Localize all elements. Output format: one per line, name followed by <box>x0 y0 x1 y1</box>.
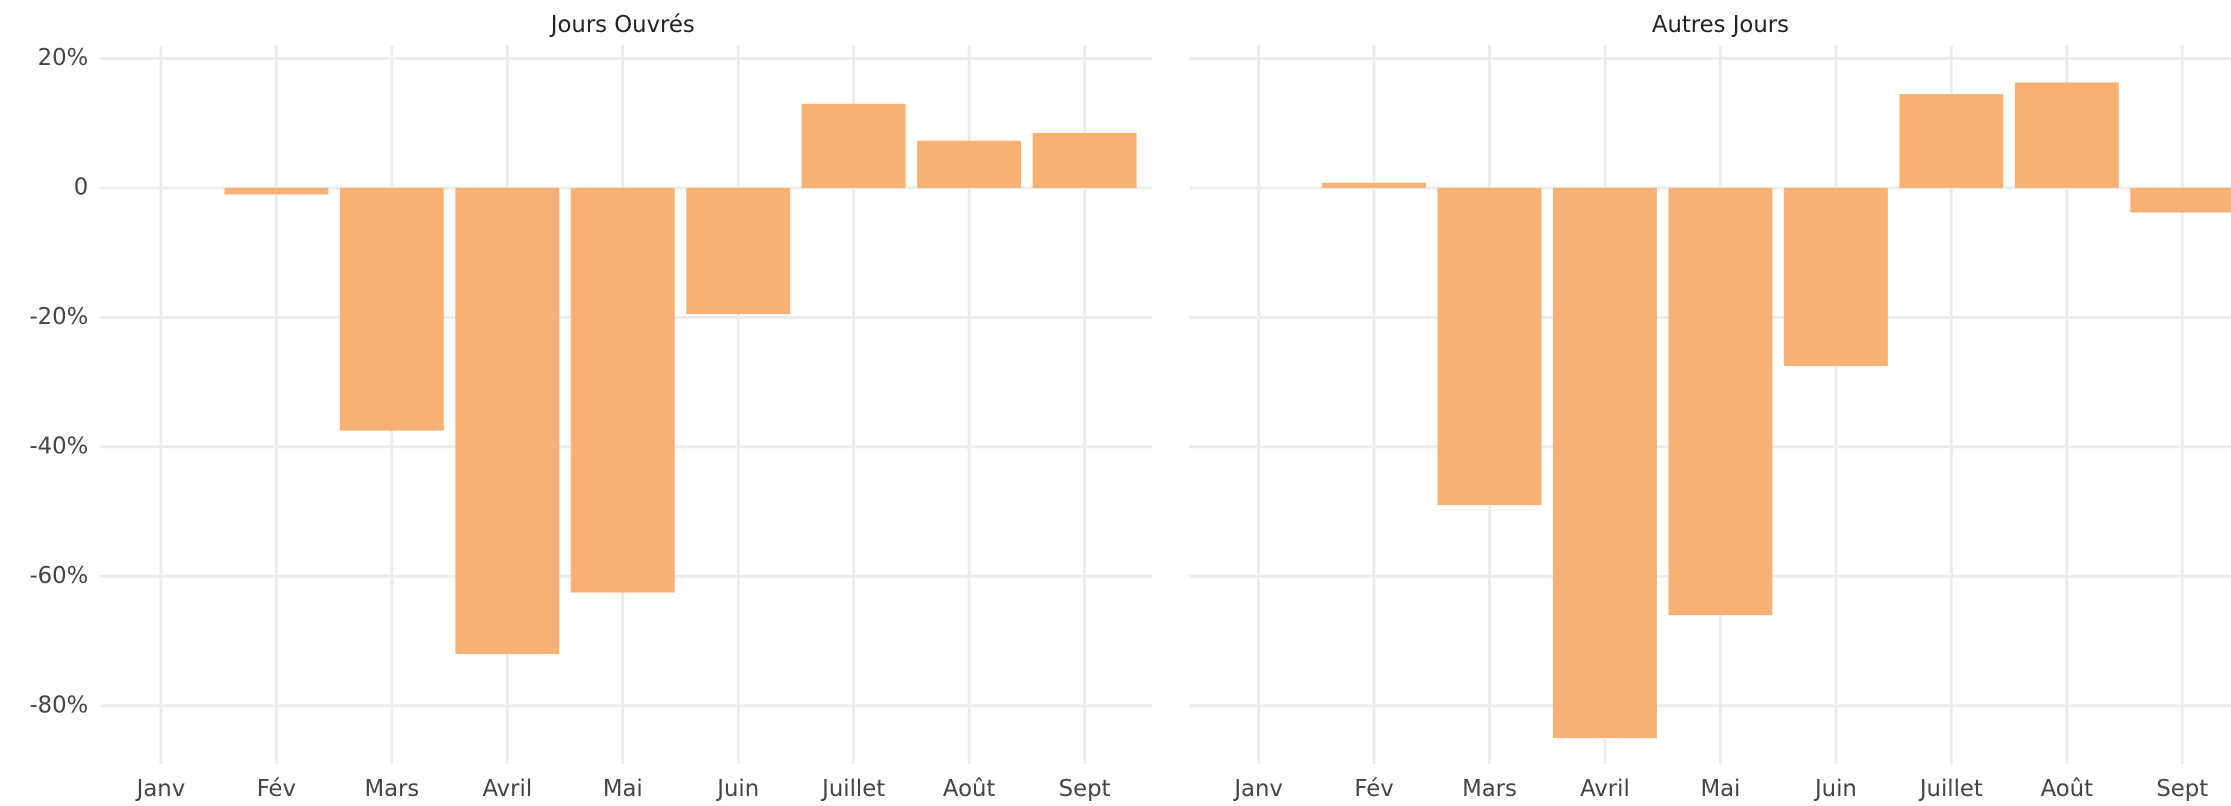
x-tick-label: Juillet <box>820 776 885 802</box>
bar <box>1899 94 2004 188</box>
x-tick-label: Juin <box>1813 776 1857 802</box>
panel-title: Jours Ouvrés <box>549 12 695 38</box>
bar <box>455 187 560 654</box>
x-tick-label: Avril <box>1580 776 1630 802</box>
x-tick-label: Mars <box>1462 776 1517 802</box>
x-tick-label: Juillet <box>1918 776 1983 802</box>
x-tick-label: Fév <box>1354 776 1393 802</box>
y-tick-label: -20% <box>29 304 88 330</box>
x-tick-label: Août <box>943 776 996 802</box>
bar <box>339 187 444 431</box>
bar <box>1553 187 1657 739</box>
bar <box>1322 182 1427 188</box>
x-tick-label: Avril <box>482 776 532 802</box>
x-tick-label: Août <box>2041 776 2094 802</box>
bar <box>801 103 906 188</box>
bar <box>2130 187 2231 213</box>
x-tick-label: Mars <box>364 776 419 802</box>
bar <box>2014 82 2119 188</box>
x-tick-label: Janv <box>135 776 186 802</box>
y-tick-label: -40% <box>29 433 88 459</box>
bar <box>570 187 675 593</box>
bar <box>1668 187 1773 616</box>
x-tick-label: Sept <box>2156 776 2208 802</box>
x-tick-label: Mai <box>1700 776 1740 802</box>
bar <box>686 187 791 315</box>
x-tick-label: Juin <box>715 776 759 802</box>
x-tick-label: Mai <box>603 776 643 802</box>
x-tick-label: Janv <box>1232 776 1283 802</box>
panel-title: Autres Jours <box>1652 12 1789 38</box>
y-tick-label: -80% <box>29 692 88 718</box>
x-tick-label: Sept <box>1059 776 1111 802</box>
y-tick-label: 20% <box>38 45 89 71</box>
bar <box>1032 132 1137 188</box>
y-tick-label: -60% <box>29 563 88 589</box>
bar <box>1437 187 1542 506</box>
bar <box>917 140 1022 188</box>
x-tick-label: Fév <box>257 776 296 802</box>
bar <box>1783 187 1888 366</box>
y-tick-label: 0 <box>74 174 88 200</box>
bar <box>224 187 329 195</box>
